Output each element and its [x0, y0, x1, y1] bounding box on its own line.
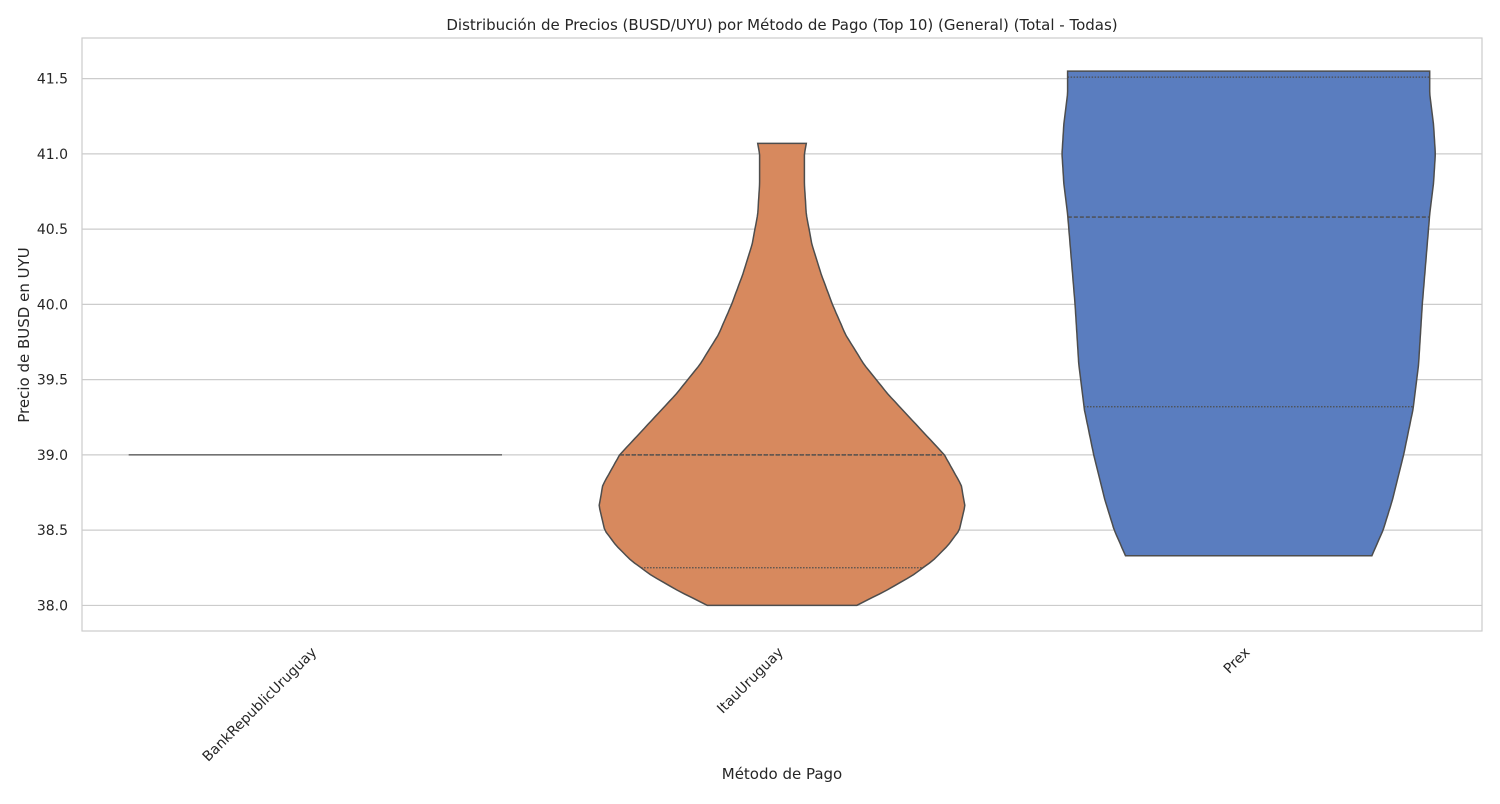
violin-body [1061, 70, 1436, 557]
y-tick-label: 39.5 [37, 373, 68, 389]
y-tick-label: 40.5 [37, 222, 68, 238]
y-tick-label: 40.0 [37, 297, 68, 313]
violins [128, 70, 1436, 607]
chart-title: Distribución de Precios (BUSD/UYU) por M… [446, 16, 1117, 34]
y-tick-labels: 38.0 38.5 39.0 39.5 40.0 40.5 41.0 41.5 [37, 72, 68, 615]
violin-ItauUruguay [598, 142, 966, 607]
plot-frame [81, 37, 1483, 632]
y-tick-label: 41.5 [37, 72, 68, 88]
y-tick-label: 39.0 [37, 448, 68, 464]
violin-Prex [1061, 70, 1436, 557]
y-tick-label: 38.5 [37, 523, 68, 539]
x-tick-label: BankRepublicUruguay [200, 645, 321, 766]
x-tick-labels: BankRepublicUruguay ItauUruguay Prex [200, 645, 1254, 766]
x-tick-label: Prex [1221, 645, 1254, 678]
violin-body [598, 142, 966, 607]
y-axis-label: Precio de BUSD en UYU [15, 247, 33, 422]
y-tick-label: 41.0 [37, 147, 68, 163]
x-tick-label: ItauUruguay [714, 645, 787, 718]
x-axis-label: Método de Pago [722, 765, 842, 783]
y-tick-label: 38.0 [37, 598, 68, 614]
